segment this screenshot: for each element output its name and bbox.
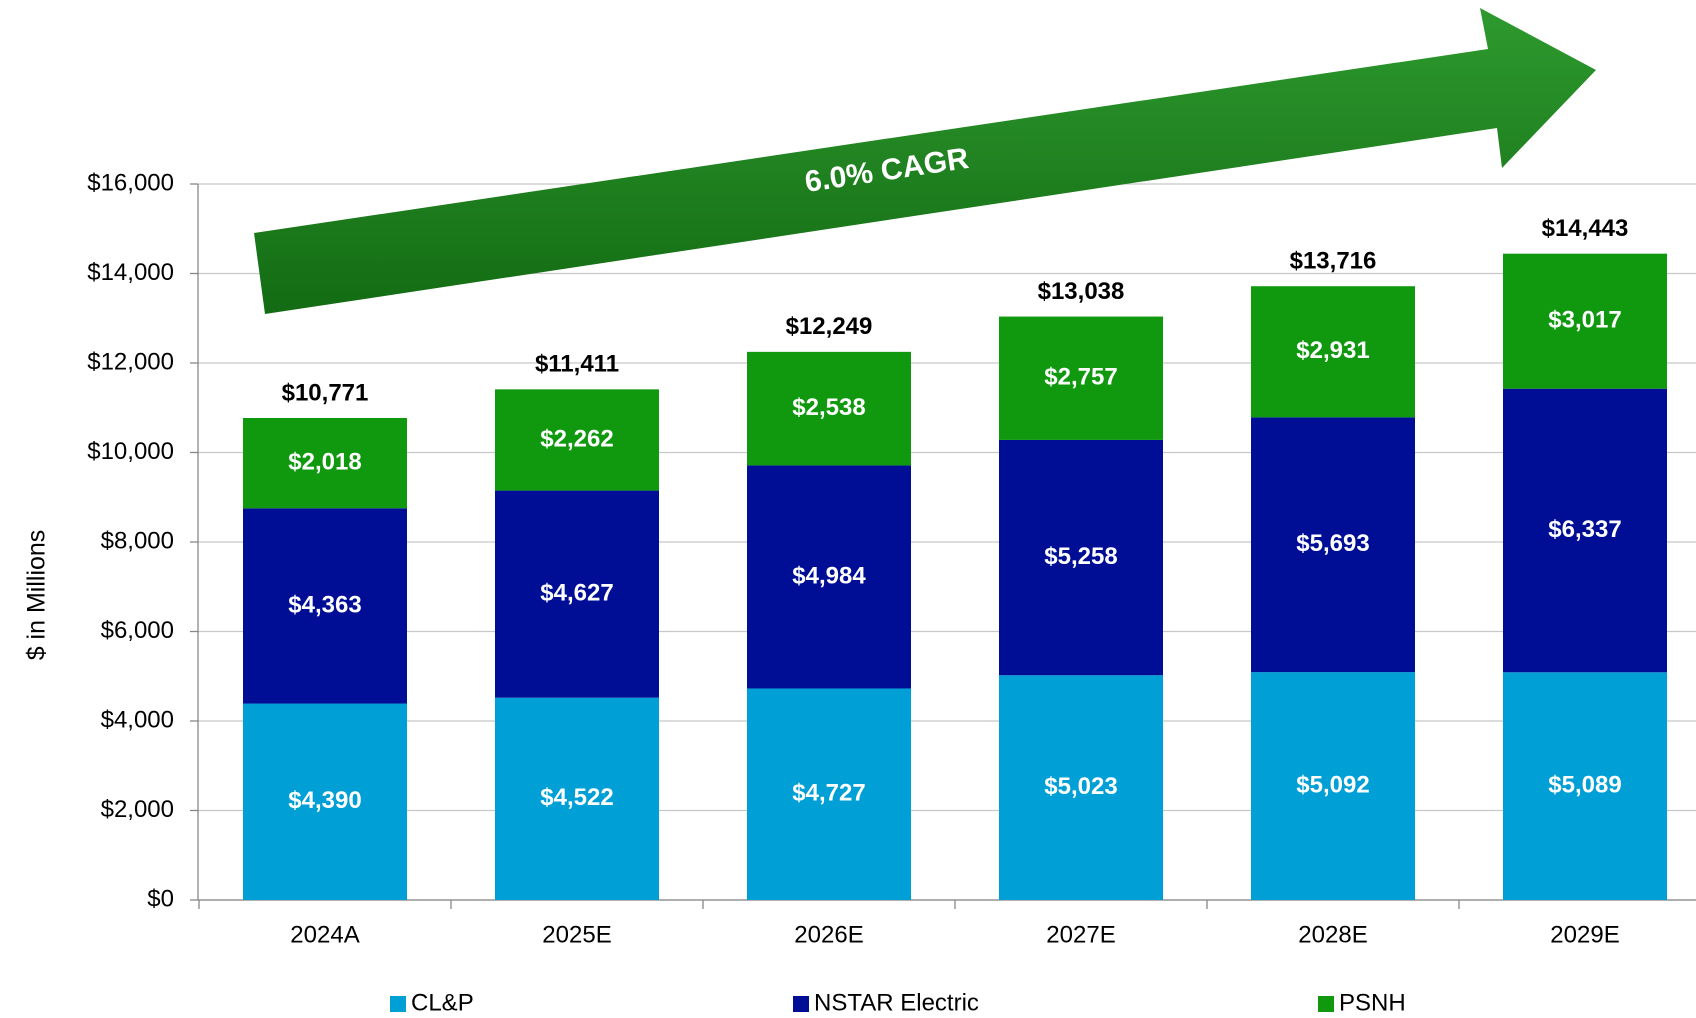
value-label: $2,931 [1296,337,1369,364]
bar-segment [1503,672,1667,900]
bar-segment [1503,388,1667,673]
bar-segment [999,675,1163,900]
legend-label: CL&P [411,989,474,1016]
bar-segment [243,508,407,704]
value-label: $2,757 [1044,364,1117,391]
bar-segment [999,316,1163,440]
total-label: $10,771 [282,379,369,406]
y-tick-label: $10,000 [87,438,174,465]
bar-segment [1251,672,1415,900]
x-tick-label: 2026E [794,921,863,948]
value-label: $5,023 [1044,773,1117,800]
bar-segment [747,465,911,689]
value-label: $5,693 [1296,530,1369,557]
value-label: $2,538 [792,394,865,421]
value-label: $5,089 [1548,771,1621,798]
y-tick-label: $0 [147,885,174,912]
x-tick-label: 2024A [290,921,359,948]
x-tick-label: 2027E [1046,921,1115,948]
bar-segment [999,439,1163,676]
value-label: $4,727 [792,780,865,807]
value-label: $5,092 [1296,771,1369,798]
bar-segment [495,389,659,491]
bar-segment [495,490,659,698]
bar-segment [495,697,659,900]
y-tick-label: $16,000 [87,169,174,196]
total-label: $14,443 [1542,215,1629,242]
total-label: $12,249 [786,313,873,340]
value-label: $4,627 [540,579,613,606]
x-tick-label: 2028E [1298,921,1367,948]
bar-segment [243,703,407,900]
legend-label: NSTAR Electric [814,989,979,1016]
x-tick-label: 2025E [542,921,611,948]
growth-arrow [254,8,1596,314]
value-label: $4,522 [540,784,613,811]
value-label: $4,390 [288,787,361,814]
bar-segment [1251,417,1415,673]
legend-label: PSNH [1339,989,1406,1016]
value-label: $4,363 [288,591,361,618]
bar-segment [243,417,407,509]
value-label: $5,258 [1044,543,1117,570]
bar-segment [747,351,911,466]
y-tick-label: $12,000 [87,348,174,375]
value-label: $3,017 [1548,307,1621,334]
y-tick-label: $8,000 [101,527,174,554]
y-tick-label: $2,000 [101,796,174,823]
bar-segment [1251,286,1415,418]
x-tick-label: 2029E [1550,921,1619,948]
legend-swatch [1318,996,1334,1012]
value-label: $2,262 [540,425,613,452]
y-tick-label: $14,000 [87,259,174,286]
legend-swatch [793,996,809,1012]
value-label: $4,984 [792,562,866,589]
y-tick-label: $4,000 [101,706,174,733]
legend-swatch [390,996,406,1012]
value-label: $6,337 [1548,516,1621,543]
y-axis-label: $ in Millions [23,530,51,661]
total-label: $13,038 [1038,278,1125,305]
bar-segment [1503,253,1667,389]
total-label: $11,411 [535,351,619,378]
total-label: $13,716 [1290,248,1377,275]
value-label: $2,018 [288,448,361,475]
y-tick-label: $6,000 [101,617,174,644]
bar-segment [747,688,911,900]
